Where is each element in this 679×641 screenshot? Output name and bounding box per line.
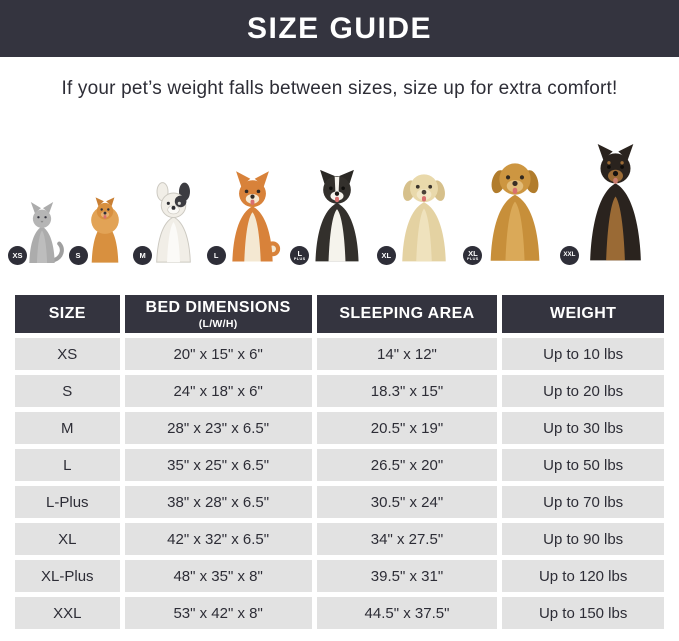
table-cell: XL-Plus <box>15 560 120 592</box>
size-badge-l-plus: L PLUS <box>290 246 310 265</box>
table-cell: XS <box>15 338 120 370</box>
column-header-sleeping-area: SLEEPING AREA <box>316 295 498 333</box>
table-row: S 24" x 18" x 6" 18.3" x 15" Up to 20 lbs <box>15 375 664 407</box>
column-header-weight: WEIGHT <box>502 295 664 333</box>
table-cell: 44.5" x 37.5" <box>316 597 498 629</box>
animal-xxl-doberman: XXL <box>559 144 663 266</box>
french-bulldog-illustration <box>156 182 191 263</box>
size-badge-label: M <box>139 250 146 260</box>
size-badge-xxl: XXL <box>559 246 579 265</box>
size-badge-m: M <box>133 246 153 265</box>
size-badge-label: XXL <box>563 251 576 259</box>
size-badge-label: L <box>213 250 219 260</box>
size-badge-l: L <box>206 246 226 265</box>
table-cell: 34" x 27.5" <box>316 523 498 555</box>
labrador-illustration <box>402 174 446 262</box>
table-cell: M <box>15 412 120 444</box>
animal-l-plus-border-collie: L PLUS <box>290 166 376 266</box>
table-row: M 28" x 23" x 6.5" 20.5" x 19" Up to 30 lbs <box>15 412 664 444</box>
size-badge-s: S <box>68 246 88 265</box>
animal-s-pomeranian: S <box>68 194 133 266</box>
size-badge-label: XS <box>12 250 23 260</box>
pets-size-row: XS S <box>8 134 663 266</box>
table-cell: 28" x 23" x 6.5" <box>124 412 312 444</box>
size-table-body: XS 20" x 15" x 6" 14" x 12" Up to 10 lbs S 24… <box>15 338 664 629</box>
table-cell: 20" x 15" x 6" <box>124 338 312 370</box>
table-row: XL-Plus 48" x 35" x 8" 39.5" x 31" Up to 12… <box>15 560 664 592</box>
cat-illustration <box>29 202 64 263</box>
size-badge-label: S <box>75 250 81 260</box>
shiba-inu-illustration <box>232 171 280 262</box>
table-cell: XXL <box>15 597 120 629</box>
pomeranian-illustration <box>90 197 119 263</box>
table-cell: 48" x 35" x 8" <box>124 560 312 592</box>
table-cell: XL <box>15 523 120 555</box>
table-cell: 35" x 25" x 6.5" <box>124 449 312 481</box>
table-cell: Up to 150 lbs <box>502 597 664 629</box>
column-header-bed-dimensions: BED DIMENSIONS (L/W/H) <box>124 295 312 333</box>
golden-retriever-illustration <box>491 163 540 261</box>
column-header-label: SIZE <box>48 305 86 322</box>
size-badge-sub-label: PLUS <box>293 256 306 261</box>
size-badge-label: XL <box>468 248 478 258</box>
table-cell: Up to 30 lbs <box>502 412 664 444</box>
animal-xl-plus-golden-retriever: XL PLUS <box>463 153 559 266</box>
subtitle: If your pet’s weight falls between sizes… <box>61 78 618 99</box>
table-cell: 24" x 18" x 6" <box>124 375 312 407</box>
column-header-label: WEIGHT <box>549 305 617 322</box>
header-bar: SIZE GUIDE <box>0 0 679 57</box>
animal-xl-labrador: XL <box>376 165 463 266</box>
table-cell: 20.5" x 19" <box>316 412 498 444</box>
table-cell: S <box>15 375 120 407</box>
border-collie-illustration <box>315 169 359 262</box>
page-title: SIZE GUIDE <box>246 11 433 45</box>
table-cell: Up to 90 lbs <box>502 523 664 555</box>
column-header-sub-label: (L/W/H) <box>198 317 238 330</box>
size-badge-sub-label: PLUS <box>467 256 479 261</box>
table-header-row: SIZE BED DIMENSIONS (L/W/H) SLEEPING ARE… <box>15 295 664 333</box>
animal-m-french-bulldog: M <box>133 182 206 266</box>
table-cell: 14" x 12" <box>316 338 498 370</box>
size-badge-xl: XL <box>376 246 396 265</box>
column-header-label: BED DIMENSIONS <box>145 298 291 316</box>
size-badge-label: L <box>297 248 303 258</box>
animal-l-shiba-inu: L <box>206 169 290 266</box>
table-cell: Up to 50 lbs <box>502 449 664 481</box>
table-cell: L <box>15 449 120 481</box>
table-row: L-Plus 38" x 28" x 6.5" 30.5" x 24" Up to 7… <box>15 486 664 518</box>
table-cell: 42" x 32" x 6.5" <box>124 523 312 555</box>
size-table: SIZE BED DIMENSIONS (L/W/H) SLEEPING ARE… <box>10 290 669 634</box>
table-row: L 35" x 25" x 6.5" 26.5" x 20" Up to 50 lbs <box>15 449 664 481</box>
table-cell: 53" x 42" x 8" <box>124 597 312 629</box>
doberman-illustration <box>590 144 641 261</box>
table-cell: 18.3" x 15" <box>316 375 498 407</box>
table-cell: 26.5" x 20" <box>316 449 498 481</box>
table-row: XL 42" x 32" x 6.5" 34" x 27.5" Up to 90 lb… <box>15 523 664 555</box>
table-cell: Up to 70 lbs <box>502 486 664 518</box>
size-badge-label: XL <box>381 250 392 260</box>
table-cell: Up to 20 lbs <box>502 375 664 407</box>
column-header-size: SIZE <box>15 295 120 333</box>
table-cell: Up to 10 lbs <box>502 338 664 370</box>
size-badge-xs: XS <box>8 246 27 265</box>
animal-xs-cat: XS <box>8 200 68 266</box>
table-cell: Up to 120 lbs <box>502 560 664 592</box>
table-cell: 30.5" x 24" <box>316 486 498 518</box>
table-cell: L-Plus <box>15 486 120 518</box>
table-cell: 39.5" x 31" <box>316 560 498 592</box>
table-cell: 38" x 28" x 6.5" <box>124 486 312 518</box>
size-badge-xl-plus: XL PLUS <box>463 246 483 265</box>
table-row: XS 20" x 15" x 6" 14" x 12" Up to 10 lbs <box>15 338 664 370</box>
column-header-label: SLEEPING AREA <box>339 305 475 322</box>
table-row: XXL 53" x 42" x 8" 44.5" x 37.5" Up to 150 … <box>15 597 664 629</box>
